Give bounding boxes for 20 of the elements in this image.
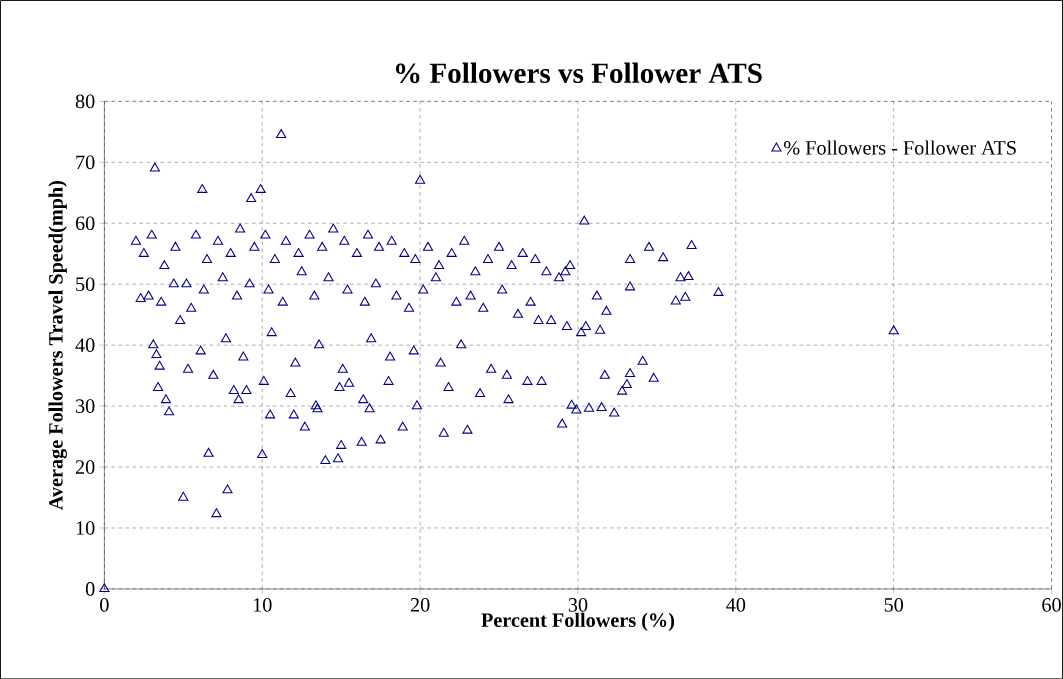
y-axis-title: Average Followers Travel Speed(mph)	[48, 180, 67, 510]
x-tick-label: 30	[568, 597, 588, 612]
y-tick-label: 70	[76, 155, 95, 169]
legend-label: % Followers - Follower ATS	[784, 140, 1016, 155]
x-tick-label: 60	[1042, 597, 1061, 612]
x-tick-label: 20	[410, 597, 430, 612]
y-tick-label: 10	[76, 521, 95, 535]
x-tick-label: 50	[884, 597, 904, 612]
x-tick-label: 0	[100, 597, 109, 612]
x-tick-label: 40	[726, 597, 746, 612]
y-tick-label: 40	[75, 338, 95, 352]
x-tick-label: 10	[253, 597, 272, 612]
y-tick-label: 30	[75, 399, 95, 413]
y-tick-label: 50	[76, 277, 95, 291]
y-tick-label: 0	[85, 581, 95, 596]
chart-title: % Followers vs Follower ATS	[395, 62, 762, 84]
y-tick-label: 80	[75, 94, 95, 109]
x-axis-title: Percent Followers (%)	[481, 612, 675, 631]
y-tick-label: 60	[75, 216, 95, 230]
y-tick-label: 20	[75, 460, 95, 474]
